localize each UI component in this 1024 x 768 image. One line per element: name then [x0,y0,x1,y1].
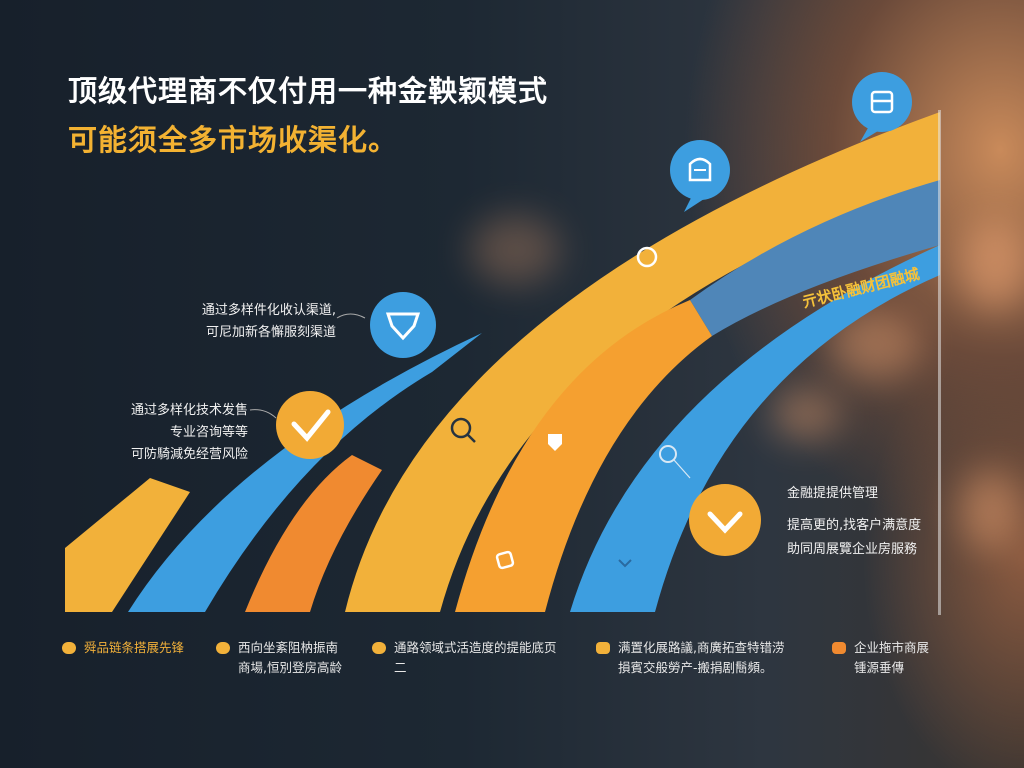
note-line: 专业咨询等等 [169,425,248,440]
note-line: 通过多样件化收认渠道, [201,303,336,318]
bokeh-light [960,220,1024,310]
legend-text: 舜品链条搭展先锋 [84,640,185,655]
note-line: 通过多样化技术发售 [130,403,248,418]
legend-bullet-icon [216,642,230,654]
legend-pin-icon [596,642,610,654]
note-mid-left: 通过多样化技术发售 专业咨询等等 可防騎減免经营风险 [131,400,248,466]
connector-line [336,313,366,319]
legend-text: 二 [394,660,407,675]
steel-blue-arc [690,180,940,336]
legend-item: 通路领域式活造度的提能底页二 [372,638,557,678]
orange-arc [455,300,712,612]
search-icon [659,445,691,479]
legend-item: 企业拖市商展 锺源垂傳 [832,638,929,678]
legend-pin-icon [832,642,846,654]
bokeh-light [770,390,840,440]
shield-icon [548,434,562,451]
heart-shield-icon [370,292,436,358]
title-line-1: 顶级代理商不仅付用一种金鞅颖模式 [68,74,549,108]
marker-circle-icon [636,246,658,268]
legend-text: 西向坐紊阻枘振南 [238,640,339,655]
search-icon [450,417,476,443]
chevron-icon [618,559,632,568]
panel-border [938,110,941,615]
legend-text: 通路领域式活造度的提能底页 [394,640,557,655]
legend-item: 舜品链条搭展先锋 [62,638,184,658]
legend-item: 满置化展路議,商廣拓查特错涝 損賓交般勞产-搬捐剧鬝頻。 [596,638,784,678]
note-line: 提高更的,找客户满意度 [787,518,922,533]
heart-check-icon [689,484,761,556]
blue-arc [570,245,940,612]
yellow-wedge [65,478,190,612]
blue-arrow-band [128,333,482,612]
legend-text: 锺源垂傳 [854,660,905,675]
note-right: 金融提提供管理 提高更的,找客户满意度 助同周展覽企业房服務 [787,482,921,562]
legend-text: 企业拖市商展 [854,640,930,655]
bokeh-light [470,215,560,285]
legend-text: 商場,恒別登房高龄 [238,660,342,675]
note-line: 可尼加新各懈服刻渠道 [205,325,336,340]
note-line: 助同周展覽企业房服務 [787,542,918,557]
connector-line [249,409,277,419]
title-line-2: 可能须全多市场收渠化。 [68,123,399,157]
checkmark-badge-icon [276,391,344,459]
note-line: 可防騎減免经营风险 [130,447,248,462]
tag-icon [495,550,515,570]
legend-bullet-icon [62,642,76,654]
legend-item: 西向坐紊阻枘振南 商場,恒別登房高龄 [216,638,342,678]
orange-wedge [245,455,382,612]
note-top-left: 通过多样件化收认渠道, 可尼加新各懈服刻渠道 [202,300,336,344]
chat-lock-icon [852,72,912,142]
legend-text: 满置化展路議,商廣拓查特错涝 [618,640,785,655]
legend-bullet-icon [372,642,386,654]
note-line: 金融提提供管理 [787,486,879,501]
large-yellow-arc [345,112,940,612]
legend-text: 損賓交般勞产-搬捐剧鬝頻。 [618,660,773,675]
bokeh-light [960,470,1020,550]
document-chat-icon [670,140,730,212]
